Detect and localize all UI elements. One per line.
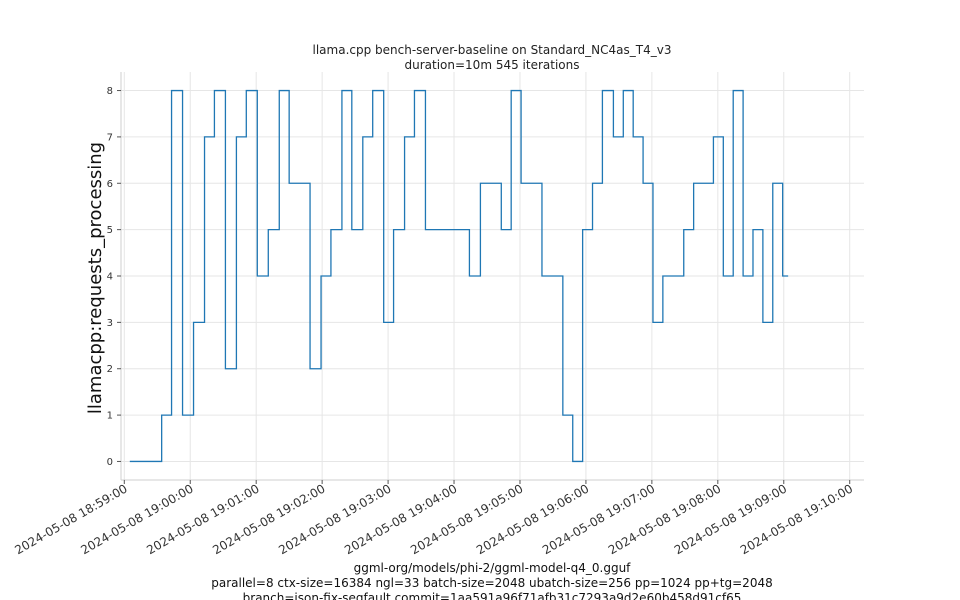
chart-title: llama.cpp bench-server-baseline on Stand… bbox=[313, 43, 672, 57]
x-tick-label: 2024-05-08 19:03:00 bbox=[276, 481, 393, 557]
x-tick-label: 2024-05-08 19:05:00 bbox=[408, 481, 525, 557]
x-tick-label: 2024-05-08 19:02:00 bbox=[210, 481, 327, 557]
y-axis-ticks: 0 1 2 3 4 5 6 7 8 bbox=[107, 86, 121, 468]
x-tick-label: 2024-05-08 19:08:00 bbox=[606, 481, 723, 557]
x-tick-label: 2024-05-08 19:10:00 bbox=[738, 481, 855, 557]
x-axis-label-params: parallel=8 ctx-size=16384 ngl=33 batch-s… bbox=[211, 576, 772, 590]
plot-area bbox=[120, 72, 864, 481]
x-axis-label-branch: branch=json-fix-segfault commit=1aa591a9… bbox=[243, 591, 742, 600]
y-tick-label: 5 bbox=[107, 225, 113, 236]
x-tick-label: 2024-05-08 19:04:00 bbox=[342, 481, 459, 557]
y-axis-label: llamacpp:requests_processing bbox=[85, 142, 106, 414]
y-tick-label: 0 bbox=[107, 457, 113, 468]
x-tick-label: 2024-05-08 18:59:00 bbox=[12, 481, 129, 557]
x-tick-label: 2024-05-08 19:09:00 bbox=[672, 481, 789, 557]
x-tick-label: 2024-05-08 19:00:00 bbox=[78, 481, 195, 557]
y-tick-label: 6 bbox=[107, 179, 113, 190]
y-tick-label: 1 bbox=[107, 411, 113, 422]
y-tick-label: 3 bbox=[107, 318, 113, 329]
x-tick-label: 2024-05-08 19:06:00 bbox=[474, 481, 591, 557]
x-tick-label: 2024-05-08 19:01:00 bbox=[144, 481, 261, 557]
y-tick-label: 2 bbox=[107, 364, 113, 375]
y-tick-label: 7 bbox=[107, 132, 113, 143]
series-layer bbox=[129, 89, 789, 463]
y-tick-label: 4 bbox=[107, 272, 113, 283]
x-tick-label: 2024-05-08 19:07:00 bbox=[540, 481, 657, 557]
series-line bbox=[129, 89, 789, 463]
chart-subtitle: duration=10m 545 iterations bbox=[405, 58, 580, 72]
y-tick-label: 8 bbox=[107, 86, 113, 97]
x-axis-label-model: ggml-org/models/phi-2/ggml-model-q4_0.gg… bbox=[354, 561, 632, 575]
